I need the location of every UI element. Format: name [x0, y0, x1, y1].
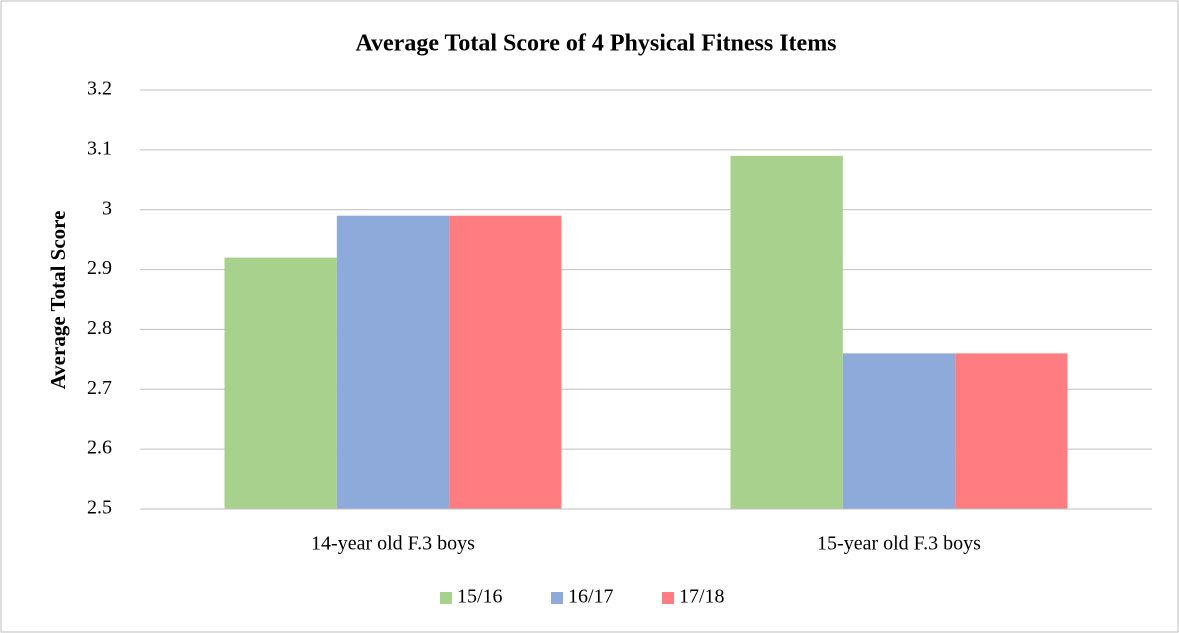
bar — [336, 215, 450, 509]
y-tick-label: 3.2 — [87, 78, 112, 100]
chart-title: Average Total Score of 4 Physical Fitnes… — [355, 31, 836, 57]
y-tick-label: 2.5 — [87, 497, 112, 519]
bar — [842, 353, 956, 509]
x-tick-label: 14-year old F.3 boys — [311, 533, 475, 555]
bar — [730, 155, 843, 510]
x-tick-label: 15-year old F.3 boys — [817, 533, 981, 555]
y-tick-label: 2.7 — [87, 377, 112, 399]
bar — [449, 215, 562, 509]
bar — [955, 353, 1068, 509]
legend-label: 15/16 — [457, 586, 503, 608]
legend-label: 16/17 — [568, 586, 614, 608]
legend-swatch — [551, 592, 563, 604]
legend-swatch — [440, 592, 452, 604]
legend-swatch — [662, 592, 674, 604]
y-tick-label: 2.8 — [87, 317, 112, 339]
y-tick-label: 3.1 — [87, 137, 112, 159]
y-tick-label: 2.9 — [87, 257, 112, 279]
y-tick-label: 3 — [102, 197, 112, 219]
y-tick-label: 2.6 — [87, 437, 112, 459]
legend-label: 17/18 — [679, 586, 725, 608]
bar — [224, 257, 337, 509]
y-axis-label: Average Total Score — [46, 211, 70, 390]
